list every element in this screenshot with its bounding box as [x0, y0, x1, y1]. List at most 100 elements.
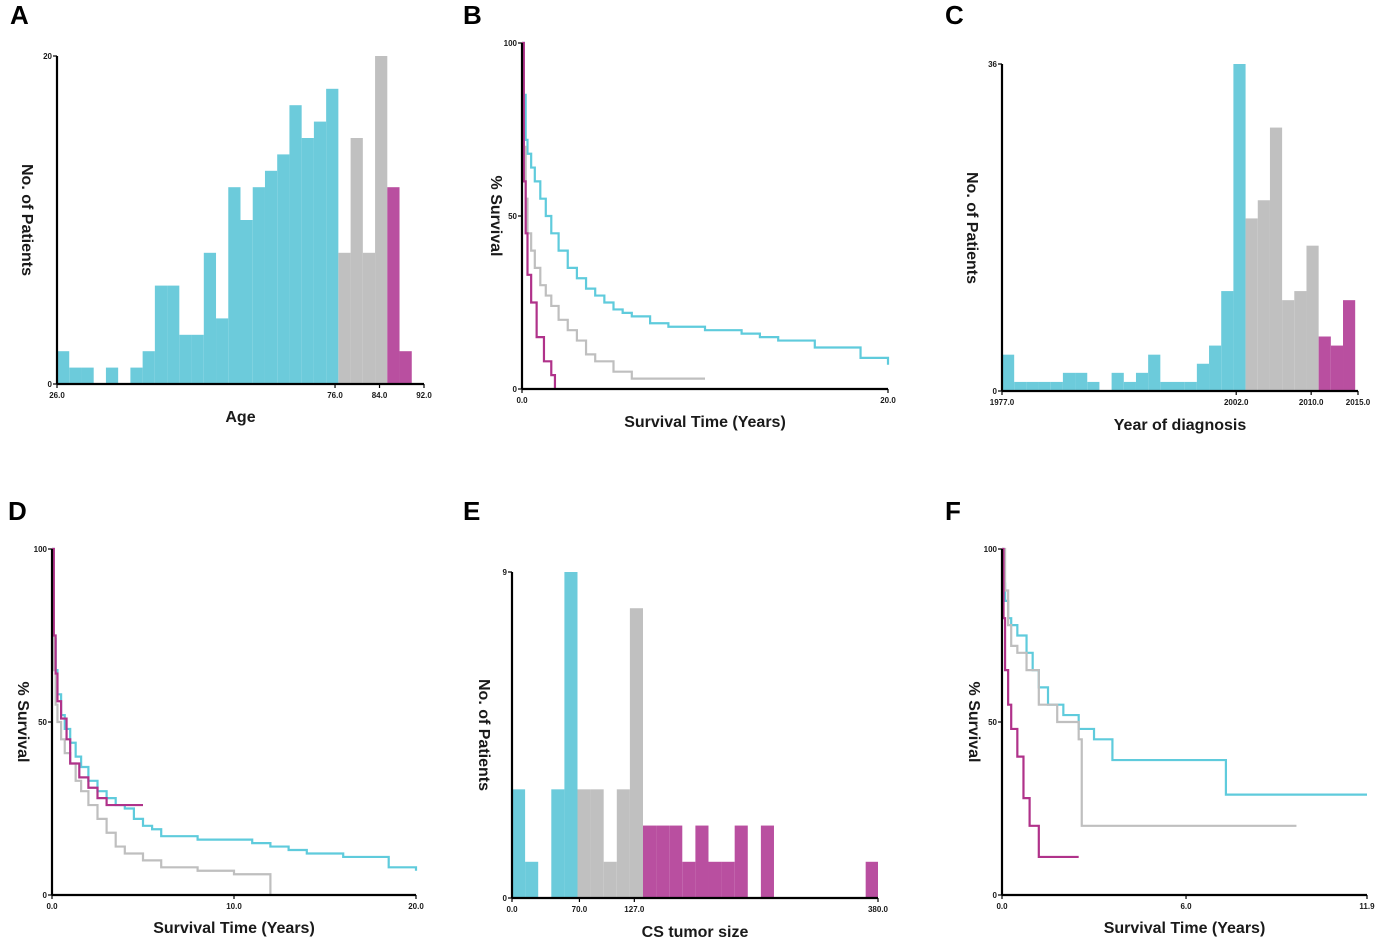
panel-c-bar-9	[1111, 372, 1124, 391]
panel-c-bar-6	[1075, 372, 1088, 391]
panel-a-x-tick-label: 26.0	[49, 391, 65, 400]
panel-e-x-tick-label: 70.0	[572, 905, 588, 914]
panel-e-bar-3	[551, 789, 565, 898]
panel-f-series-cyan	[1002, 547, 1367, 796]
panel-e-bar-7	[603, 861, 617, 898]
panel-d-x-axis-title: Survival Time (Years)	[153, 920, 315, 937]
panel-b-x-tick-label: 20.0	[880, 396, 896, 405]
panel-d-x-tick-label: 20.0	[408, 902, 424, 911]
panel-c-bar-24	[1294, 291, 1307, 391]
panel-f-y-tick-label: 50	[988, 718, 997, 727]
panel-e-bar-8	[616, 789, 630, 898]
panel-a-bar-18	[277, 154, 290, 384]
panel-c-x-tick-label: 1977.0	[990, 398, 1015, 407]
panel-d-series-cyan	[52, 547, 418, 871]
panel-a-y-tick-label: 0	[48, 380, 53, 389]
panel-a-bar-1	[69, 367, 82, 384]
panel-f-y-tick-label: 0	[993, 891, 998, 900]
panel-c-bar-0	[1002, 354, 1015, 391]
panel-e-bar-10	[642, 825, 657, 898]
panel-e-tumor-size-histogram: 0.0 70.0 127.0 380.0 0 9 CS tumor size No. of P…	[475, 568, 889, 938]
panel-e-bar-6	[590, 789, 604, 898]
panel-a-x-tick-label: 76.0	[327, 391, 343, 400]
panel-e-bar-15	[708, 861, 722, 898]
panel-f-x-axis-title: Survival Time (Years)	[1104, 920, 1266, 937]
panel-e-bar-1	[525, 861, 539, 898]
panel-d-x-tick-label: 10.0	[226, 902, 242, 911]
panel-e-x-tick-label: 380.0	[868, 905, 889, 914]
panel-a-bar-19	[289, 105, 302, 384]
panel-a-bar-4	[105, 367, 119, 384]
panel-c-bar-13	[1160, 381, 1173, 391]
panel-e-bar-17	[734, 825, 748, 898]
panel-a-age-histogram: 26.0 76.0 84.0 92.0 0 20 Age No. of Patients	[18, 52, 432, 426]
panel-c-bar-11	[1135, 372, 1149, 391]
panel-e-y-axis-title: No. of Patients	[475, 679, 492, 791]
panel-d-survival-curve: 0.0 10.0 20.0 0 50 100 Survival Time (Years) % …	[14, 545, 424, 937]
panel-e-bar-14	[695, 825, 709, 898]
panel-d-y-tick-label: 50	[38, 718, 47, 727]
panel-c-bar-10	[1123, 381, 1136, 391]
panel-f-series-magenta	[1002, 547, 1079, 859]
panel-a-bar-14	[228, 187, 241, 384]
panel-c-bar-2	[1026, 381, 1039, 391]
panel-c-year-histogram: 1977.0 2002.0 2010.0 2015.0 0 36 Year of diagn…	[963, 60, 1371, 434]
panel-c-bar-16	[1196, 363, 1210, 391]
panel-f-survival-curve: 0.0 6.0 11.9 0 50 100 Survival Time (Years) % S…	[965, 545, 1375, 937]
panel-d-series-gray	[52, 547, 272, 895]
panel-letter-e: E	[463, 496, 480, 526]
panel-letter-c: C	[945, 0, 964, 30]
panel-c-bar-3	[1038, 381, 1051, 391]
panel-letter-a: A	[10, 0, 29, 30]
panel-a-bar-9	[167, 285, 180, 384]
panel-c-bar-7	[1087, 381, 1100, 391]
panel-a-bar-25	[362, 252, 376, 384]
panel-c-bar-18	[1221, 291, 1234, 391]
panel-c-bar-14	[1172, 381, 1185, 391]
panel-a-y-axis-title: No. of Patients	[18, 164, 35, 276]
panel-e-x-axis-title: CS tumor size	[642, 924, 749, 938]
panel-a-bar-6	[130, 367, 143, 384]
panel-c-bar-22	[1269, 127, 1283, 391]
panel-a-bar-26	[375, 56, 388, 384]
panel-a-bar-17	[264, 170, 278, 384]
panel-c-bar-27	[1330, 345, 1344, 391]
panel-c-bar-1	[1014, 381, 1027, 391]
panel-e-x-tick-label: 127.0	[624, 905, 645, 914]
panel-a-bar-2	[81, 367, 94, 384]
panel-c-bar-25	[1306, 245, 1319, 391]
panel-e-bar-12	[669, 825, 683, 898]
panel-c-y-tick-label: 36	[988, 60, 997, 69]
panel-a-bar-22	[326, 88, 339, 385]
panel-c-y-axis-title: No. of Patients	[963, 172, 980, 284]
panel-f-x-tick-label: 11.9	[1359, 902, 1375, 911]
panel-b-y-tick-label: 100	[504, 39, 518, 48]
panel-d-series-magenta	[52, 547, 143, 807]
panel-b-x-tick-label: 0.0	[516, 396, 528, 405]
panel-b-y-tick-label: 0	[513, 385, 518, 394]
panel-a-bar-11	[191, 334, 204, 384]
panel-e-bar-11	[656, 825, 670, 898]
panel-a-x-tick-label: 92.0	[416, 391, 432, 400]
panel-c-x-tick-label: 2010.0	[1299, 398, 1324, 407]
panel-letter-d: D	[8, 496, 27, 526]
panel-a-bar-0	[57, 351, 70, 384]
panel-a-y-tick-label: 20	[43, 52, 52, 61]
panel-e-y-tick-label: 0	[503, 894, 508, 903]
panel-e-bar-4	[564, 572, 578, 898]
panel-b-x-axis-title: Survival Time (Years)	[624, 414, 786, 431]
panel-letter-f: F	[945, 496, 961, 526]
panel-e-y-tick-label: 9	[503, 568, 508, 577]
panel-a-bar-10	[179, 334, 192, 384]
panel-c-bar-19	[1233, 64, 1246, 391]
panel-a-bar-28	[399, 351, 412, 384]
panel-a-bar-24	[350, 138, 363, 384]
panel-c-bar-23	[1282, 300, 1295, 391]
panel-a-bar-13	[216, 318, 229, 384]
panel-c-bar-20	[1245, 218, 1258, 391]
panel-c-bar-12	[1148, 354, 1161, 391]
panel-a-bar-23	[338, 252, 351, 384]
panel-e-bar-16	[721, 861, 735, 898]
panel-f-y-axis-title: % Survival	[965, 682, 982, 763]
